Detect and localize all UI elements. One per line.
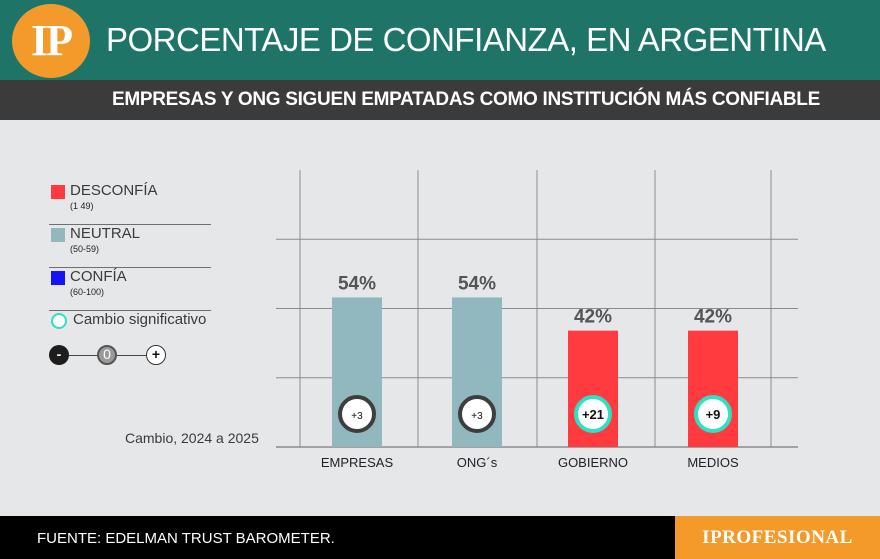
change-label: Cambio, 2024 a 2025 — [125, 430, 259, 446]
legend-label-neutral: NEUTRAL — [70, 225, 141, 242]
page-title: PORCENTAJE DE CONFIANZA, EN ARGENTINA — [106, 21, 826, 58]
chart-subtitle: EMPRESAS Y ONG SIGUEN EMPATADAS COMO INS… — [111, 89, 820, 110]
subheader-bar: EMPRESAS Y ONG SIGUEN EMPATADAS COMO INS… — [0, 80, 880, 120]
brand-logo: IPROFESIONAL — [675, 516, 880, 559]
legend-range-neutral: (50-59) — [70, 244, 100, 254]
change-ring-2 — [574, 395, 612, 433]
category-label-2: GOBIERNO — [558, 455, 628, 470]
value-label-2: 42% — [574, 307, 612, 328]
legend-swatch-teal — [51, 228, 65, 242]
category-label-0: EMPRESAS — [321, 455, 394, 470]
legend-label-confia: CONFÍA — [70, 268, 127, 285]
change-scale: - 0 + — [49, 345, 169, 367]
change-label-3: +9 — [706, 407, 721, 422]
significant-label: Cambio significativo — [73, 311, 207, 328]
category-label-1: ONG´s — [457, 455, 498, 470]
change-ring-1 — [458, 395, 496, 433]
legend-range-desconfia: (1 49) — [70, 201, 94, 211]
scale-zero-icon: 0 — [97, 345, 117, 365]
footer-bar: FUENTE: EDELMAN TRUST BAROMETER. IPROFES… — [0, 516, 880, 559]
change-label-0: +3 — [351, 411, 363, 422]
change-label-1: +3 — [471, 411, 483, 422]
legend-item-neutral: NEUTRAL (50-59) — [49, 224, 211, 268]
legend-swatch-blue — [51, 271, 65, 285]
legend-item-confia: CONFÍA (60-100) — [49, 267, 211, 311]
value-label-3: 42% — [694, 307, 732, 328]
ip-logo: IP — [12, 4, 90, 78]
significant-ring-icon — [51, 313, 67, 329]
legend-item-desconfia: DESCONFÍA (1 49) — [49, 181, 211, 225]
change-ring-3 — [694, 395, 732, 433]
legend-label-desconfia: DESCONFÍA — [70, 182, 158, 199]
header-bar: IP PORCENTAJE DE CONFIANZA, EN ARGENTINA — [0, 0, 880, 80]
value-label-0: 54% — [338, 273, 376, 294]
source-note: FUENTE: EDELMAN TRUST BAROMETER. — [37, 530, 335, 547]
value-label-1: 54% — [458, 273, 496, 294]
change-label-2: +21 — [582, 407, 604, 422]
scale-minus-icon: - — [49, 345, 69, 365]
change-ring-0 — [338, 395, 376, 433]
legend-swatch-red — [51, 185, 65, 199]
legend-range-confia: (60-100) — [70, 287, 105, 297]
category-label-3: MEDIOS — [687, 455, 739, 470]
scale-plus-icon: + — [146, 345, 166, 365]
